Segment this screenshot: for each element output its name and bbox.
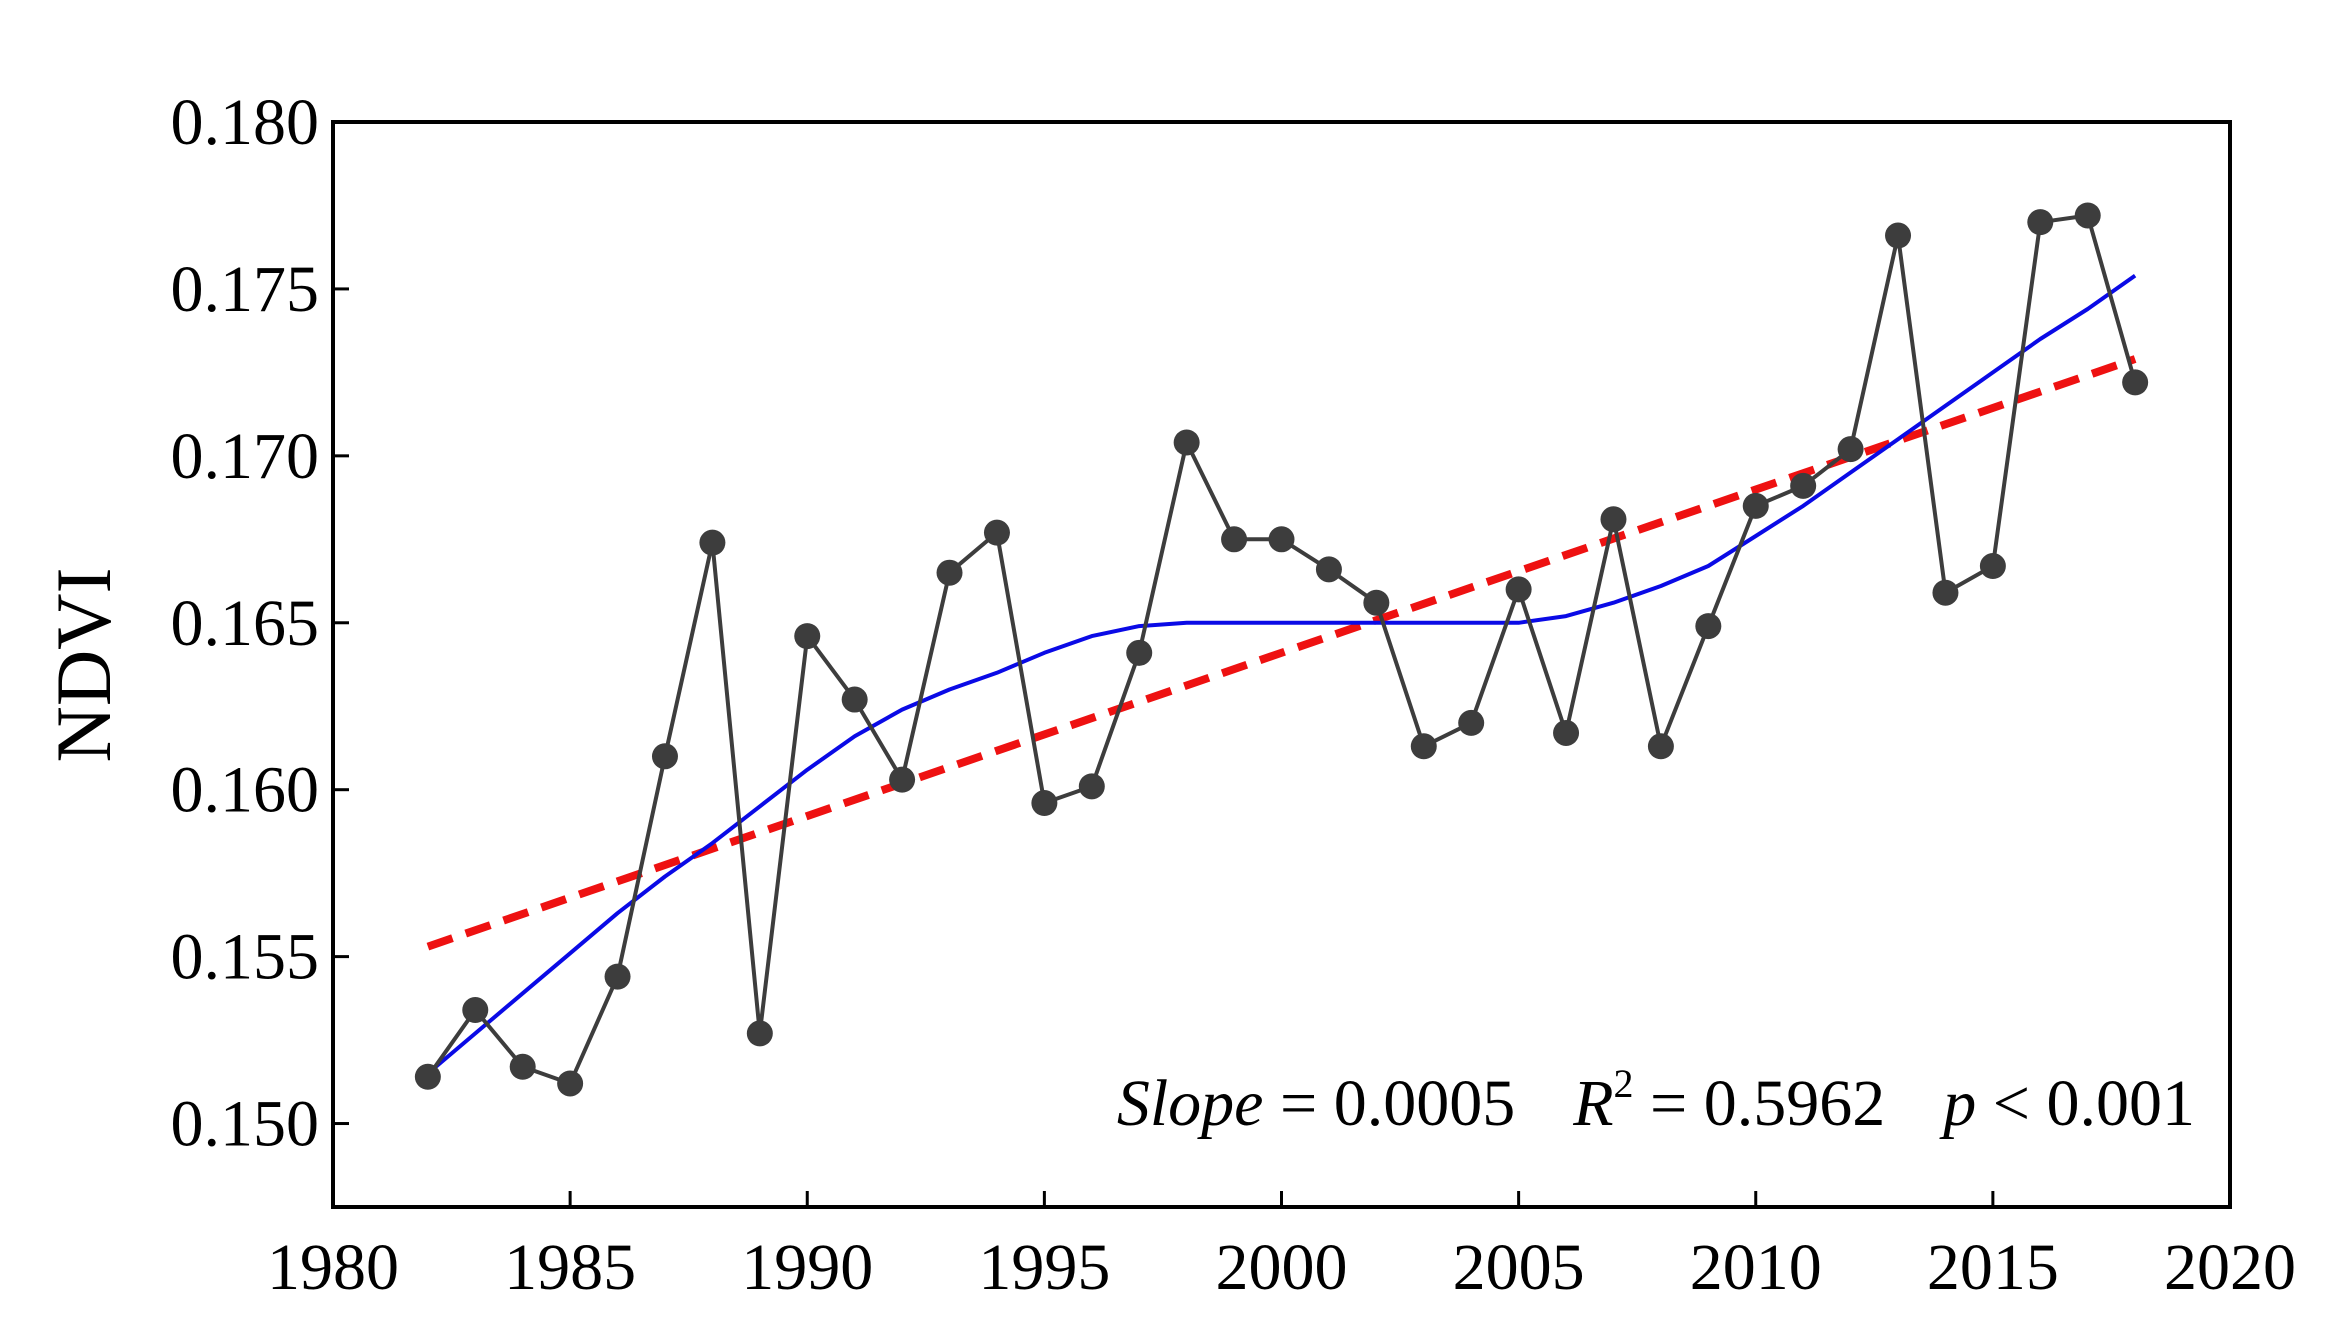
ndvi-point bbox=[1790, 472, 1817, 499]
ndvi-point bbox=[1885, 222, 1912, 249]
x-tick-label: 2005 bbox=[1453, 1231, 1585, 1304]
r-squared-value: = 0.5962 bbox=[1634, 1067, 1886, 1140]
ndvi-point bbox=[1837, 436, 1864, 463]
x-tick-label: 1980 bbox=[267, 1231, 399, 1304]
p-label: p bbox=[1939, 1067, 1976, 1140]
y-tick-label: 0.160 bbox=[171, 754, 320, 827]
y-tick-label: 0.170 bbox=[171, 420, 320, 493]
x-axis: 1980 1985 1990 1995 2000 2005 2010 2015 2020 bbox=[267, 1191, 2296, 1304]
smoothed-trend-layer bbox=[426, 273, 2137, 1076]
ndvi-point bbox=[1221, 526, 1248, 553]
ndvi-point bbox=[1410, 733, 1437, 760]
x-tick-label: 2000 bbox=[1216, 1231, 1348, 1304]
r-squared-label: R bbox=[1572, 1067, 1613, 1140]
ndvi-point bbox=[1932, 579, 1959, 606]
x-tick-label: 2020 bbox=[2164, 1231, 2296, 1304]
ndvi-point bbox=[2074, 202, 2101, 229]
ndvi-point bbox=[1126, 639, 1153, 666]
linear-fit-layer bbox=[426, 355, 2137, 951]
x-tick-label: 1995 bbox=[978, 1231, 1110, 1304]
plot-frame bbox=[331, 120, 2232, 1209]
y-tick-label: 0.175 bbox=[171, 253, 320, 326]
ndvi-point bbox=[841, 686, 868, 713]
r-squared-exponent: 2 bbox=[1614, 1061, 1634, 1106]
x-tick-label: 1985 bbox=[504, 1231, 636, 1304]
ndvi-point bbox=[746, 1020, 773, 1047]
ndvi-point bbox=[1647, 733, 1674, 760]
ndvi-point bbox=[983, 519, 1010, 546]
ndvi-point bbox=[604, 963, 631, 990]
ndvi-point bbox=[1742, 492, 1769, 519]
ndvi-point bbox=[1315, 556, 1342, 583]
ndvi-point bbox=[699, 529, 726, 556]
slope-label: Slope bbox=[1117, 1067, 1264, 1140]
smoothed-trend-line bbox=[426, 273, 2137, 1076]
ndvi-point bbox=[1458, 709, 1485, 736]
ndvi-point bbox=[557, 1070, 584, 1097]
ndvi-point bbox=[1553, 719, 1580, 746]
ndvi-point bbox=[1363, 589, 1390, 616]
stats-annotation: Slope = 0.0005 R2 = 0.5962 p < 0.001 bbox=[1117, 1061, 2195, 1140]
ndvi-point bbox=[1505, 576, 1532, 603]
ndvi-point bbox=[889, 766, 916, 793]
x-tick-label: 2010 bbox=[1690, 1231, 1822, 1304]
ndvi-point bbox=[462, 997, 489, 1024]
ndvi-point bbox=[2027, 209, 2054, 236]
x-tick-label: 1990 bbox=[741, 1231, 873, 1304]
y-tick-label: 0.165 bbox=[171, 587, 320, 660]
slope-value: = 0.0005 bbox=[1263, 1067, 1515, 1140]
ndvi-point bbox=[1979, 553, 2006, 580]
ndvi-point bbox=[651, 743, 678, 770]
ndvi-point bbox=[794, 623, 821, 650]
linear-fit-line bbox=[426, 355, 2137, 951]
ndvi-point bbox=[1031, 790, 1058, 817]
ndvi-point bbox=[1078, 773, 1105, 800]
ndvi-series-layer bbox=[414, 202, 2149, 1097]
ndvi-point bbox=[936, 559, 963, 586]
y-tick-label: 0.180 bbox=[171, 86, 320, 159]
ndvi-point bbox=[1695, 613, 1722, 640]
p-value: < 0.001 bbox=[1976, 1067, 2195, 1140]
ndvi-point bbox=[1268, 526, 1295, 553]
ndvi-point bbox=[1600, 506, 1627, 533]
ndvi-point bbox=[1173, 429, 1200, 456]
y-tick-label: 0.150 bbox=[171, 1088, 320, 1161]
y-tick-label: 0.155 bbox=[171, 921, 320, 994]
y-axis-title: NDVI bbox=[40, 568, 127, 763]
ndvi-point bbox=[2122, 369, 2149, 396]
ndvi-point bbox=[414, 1063, 441, 1090]
ndvi-point bbox=[509, 1053, 536, 1080]
x-tick-label: 2015 bbox=[1927, 1231, 2059, 1304]
y-axis: 0.150 0.155 0.160 0.165 0.170 0.175 0.180 bbox=[171, 86, 349, 1161]
